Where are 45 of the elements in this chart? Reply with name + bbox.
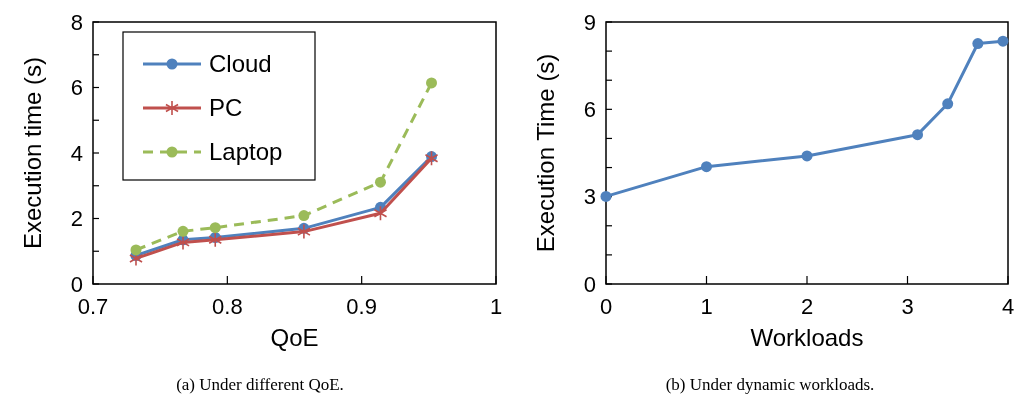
point <box>374 176 386 188</box>
y-tick-label: 6 <box>583 97 596 123</box>
y-tick-label: 9 <box>583 9 596 35</box>
y-tick-label: 3 <box>583 184 596 210</box>
x-tick-label: 0.8 <box>212 294 243 319</box>
x-tick-label: 0.9 <box>346 294 377 319</box>
point <box>972 38 984 50</box>
point <box>600 190 612 202</box>
x-tick-label: 0 <box>599 294 613 319</box>
point <box>208 231 223 248</box>
legend-label: Cloud <box>209 50 272 78</box>
y-tick-label: 2 <box>70 206 83 232</box>
point <box>209 222 221 234</box>
point <box>701 161 712 173</box>
point <box>426 77 438 89</box>
point <box>912 129 924 141</box>
point <box>176 234 190 251</box>
point <box>298 210 310 222</box>
legend-label: Laptop <box>209 138 283 166</box>
y-axis-title: Execution time (s) <box>19 56 46 250</box>
x-tick-label: 2 <box>800 294 814 319</box>
point <box>801 150 813 162</box>
point <box>177 225 189 237</box>
y-tick-label: 6 <box>70 75 83 101</box>
text: (b) Under dynamic workloads. <box>665 375 875 394</box>
point <box>997 35 1009 47</box>
point <box>373 205 388 222</box>
text: (a) Under different QoE. <box>176 375 344 394</box>
legend-label: PC <box>209 94 243 122</box>
y-tick-label: 4 <box>70 140 83 166</box>
x-tick-label: 1 <box>700 294 713 319</box>
point <box>424 150 439 167</box>
x-tick-label: 4 <box>1001 294 1015 319</box>
y-tick-label: 0 <box>70 271 83 297</box>
x-axis-title: QoE <box>270 324 319 351</box>
x-axis-title: Workloads <box>750 324 864 351</box>
x-tick-label: 3 <box>901 294 914 319</box>
point <box>942 98 954 110</box>
x-tick-label: 0.7 <box>77 294 109 319</box>
y-axis-title: Execution Time (s) <box>532 53 559 253</box>
x-tick-label: 1 <box>489 294 503 319</box>
y-tick-label: 8 <box>70 9 83 35</box>
point <box>130 244 142 256</box>
point <box>297 223 311 240</box>
y-tick-label: 0 <box>583 271 596 297</box>
